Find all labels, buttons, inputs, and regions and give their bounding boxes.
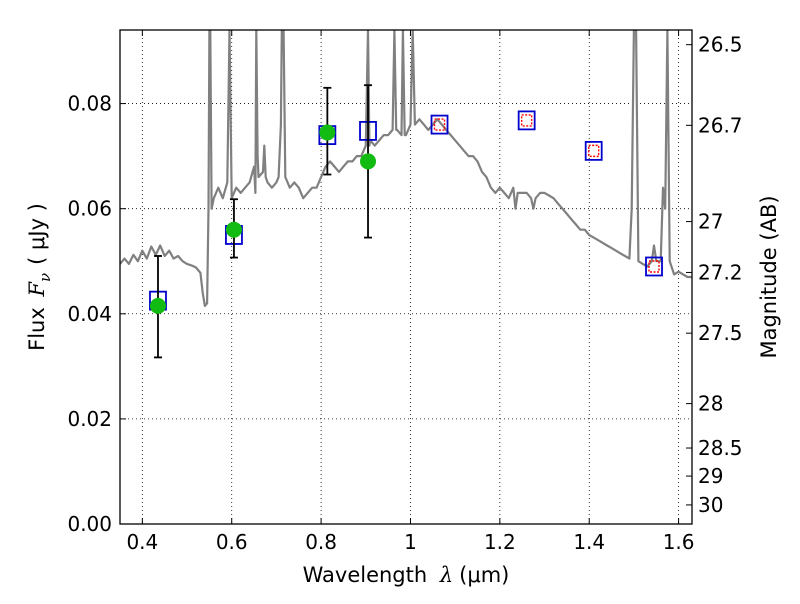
plot-area — [120, 30, 692, 359]
y2-tick-label: 27.5 — [698, 321, 743, 345]
upper-limit-marker — [587, 144, 600, 158]
y-tick-label: 0.08 — [67, 92, 112, 116]
x-axis-label: Wavelength λ (μm) — [303, 563, 510, 587]
grid-lines — [120, 30, 692, 525]
y-tick-label: 0.00 — [67, 512, 112, 536]
y2-tick-label: 28.5 — [698, 436, 743, 460]
y2-tick-label: 30 — [698, 493, 723, 517]
x-tick-label: 1.4 — [573, 530, 605, 554]
model-photometry-square — [645, 256, 663, 277]
model-spectrum-line — [120, 30, 692, 307]
upper-limit-marker — [648, 260, 660, 273]
y2-axis-label: Magnitude (AB) — [757, 195, 781, 358]
model-photometry-square — [584, 140, 603, 161]
plot-frame — [119, 29, 693, 525]
x-tick-label: 1.2 — [484, 530, 516, 554]
y2-tick-label: 29 — [698, 464, 723, 488]
y2-tick-label: 27 — [698, 210, 723, 234]
observed-data-point — [225, 221, 242, 238]
x-tick-label: 0.4 — [126, 530, 158, 554]
upper-limit-marker — [433, 118, 446, 131]
observed-data-point — [319, 124, 336, 141]
y2-tick-label: 26.7 — [698, 113, 743, 137]
y2-tick-label: 26.5 — [698, 33, 743, 57]
x-tick-label: 0.8 — [305, 530, 337, 554]
x-tick-label: 1.6 — [663, 530, 695, 554]
axis-ticks: 0.4 0.6 0.8 1 1.2 1.4 1.6 0.00 0.02 0.04 0.06 0.08 2… — [67, 30, 743, 554]
x-tick-label: 0.6 — [216, 530, 248, 554]
y-axis-label: Flux Fν( μJy ) — [25, 203, 54, 351]
y-tick-label: 0.02 — [67, 407, 112, 431]
y-tick-label: 0.04 — [67, 302, 112, 326]
model-photometry-square — [430, 114, 449, 135]
y-tick-label: 0.06 — [67, 197, 112, 221]
y2-tick-label: 27.2 — [698, 260, 743, 284]
observed-data-point — [149, 297, 166, 314]
upper-limit-marker — [520, 114, 533, 127]
observed-data-point — [360, 153, 377, 170]
model-photometry-square — [517, 110, 536, 131]
y2-tick-label: 28 — [698, 392, 723, 416]
x-tick-label: 1 — [404, 530, 417, 554]
